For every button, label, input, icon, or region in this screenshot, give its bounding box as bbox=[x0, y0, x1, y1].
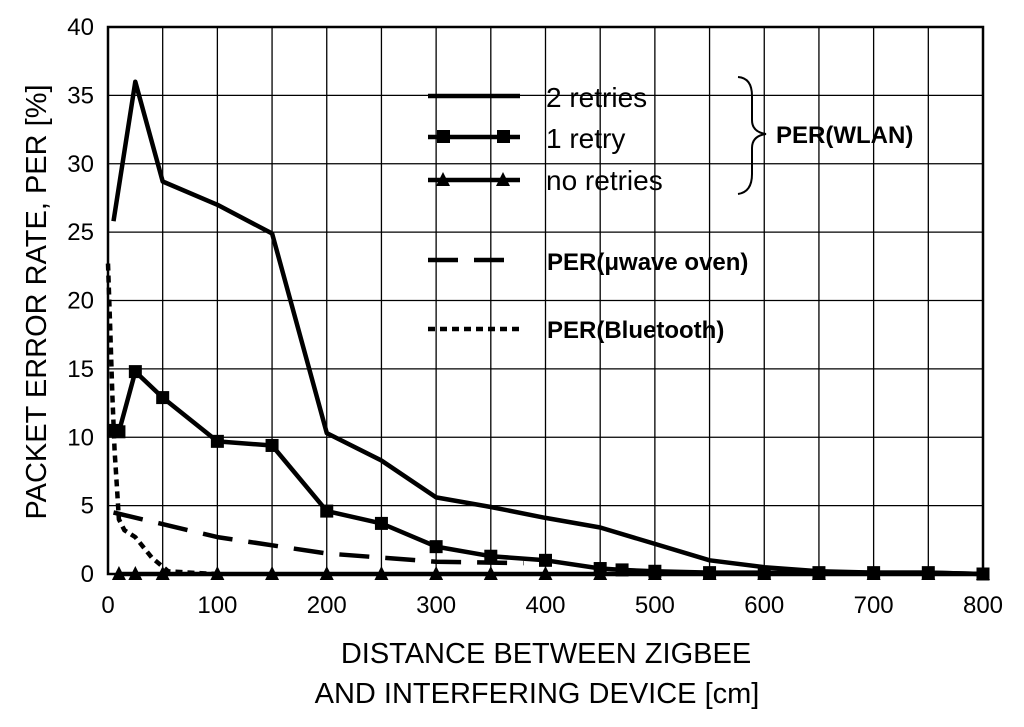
point-1-retry bbox=[320, 504, 334, 518]
x-axis-label-line2: AND INTERFERING DEVICE [cm] bbox=[315, 678, 760, 710]
y-tick-label: 35 bbox=[67, 82, 94, 109]
x-tick-label: 200 bbox=[307, 592, 347, 619]
point-1-retry bbox=[539, 553, 552, 567]
x-tick-label: 400 bbox=[525, 592, 565, 619]
legend: 2 retries 1 retry no retries PER(WLAN) P… bbox=[428, 76, 913, 344]
series-line-per-bluetooth bbox=[105, 263, 218, 577]
x-tick-label: 600 bbox=[744, 592, 784, 619]
legend-marker-1-retry-b bbox=[497, 130, 510, 143]
y-tick-label: 20 bbox=[67, 288, 94, 315]
legend-label-microwave-oven: PER(μwave oven) bbox=[547, 249, 748, 276]
point-1-retry bbox=[484, 549, 498, 563]
point-1-retry bbox=[429, 540, 443, 554]
y-axis-label: PACKET ERROR RATE, PER [%] bbox=[21, 84, 53, 519]
point-1-retry bbox=[128, 365, 142, 379]
legend-marker-no-retries-a bbox=[436, 172, 450, 186]
x-tick-label: 800 bbox=[963, 592, 1003, 619]
y-tick-label: 15 bbox=[67, 356, 94, 383]
x-axis-label-line1: DISTANCE BETWEEN ZIGBEE bbox=[341, 638, 751, 670]
legend-group-label: PER(WLAN) bbox=[776, 122, 913, 149]
y-tick-label: 10 bbox=[67, 424, 94, 451]
y-tick-label: 25 bbox=[67, 219, 94, 246]
legend-brace bbox=[737, 76, 767, 195]
x-tick-label: 0 bbox=[101, 592, 114, 619]
legend-label-2-retries: 2 retries bbox=[546, 82, 647, 113]
point-1-retry bbox=[210, 434, 224, 448]
y-tick-label: 40 bbox=[67, 14, 94, 41]
legend-marker-no-retries-b bbox=[496, 172, 510, 186]
y-tick-label: 5 bbox=[81, 493, 94, 520]
legend-label-bluetooth: PER(Bluetooth) bbox=[547, 317, 724, 344]
y-tick-label: 30 bbox=[67, 151, 94, 178]
x-tick-label: 100 bbox=[197, 592, 237, 619]
series-line-1-retry bbox=[112, 369, 984, 577]
plot-frame bbox=[106, 25, 985, 576]
series-line-per-wave-oven bbox=[112, 510, 524, 566]
point-1-retry bbox=[265, 438, 279, 452]
legend-label-1-retry: 1 retry bbox=[546, 123, 625, 154]
x-tick-label: 500 bbox=[635, 592, 675, 619]
point-1-retry bbox=[156, 391, 170, 405]
grid bbox=[108, 27, 983, 574]
tick-labels: 0 100 200 300 400 500 600 700 800 0 5 10 15 20 25 30 35 4… bbox=[67, 14, 1003, 619]
legend-label-no-retries: no retries bbox=[546, 165, 663, 196]
x-tick-label: 300 bbox=[416, 592, 456, 619]
point-1-retry bbox=[374, 516, 388, 530]
x-tick-label: 700 bbox=[854, 592, 894, 619]
y-tick-label: 0 bbox=[81, 561, 94, 588]
legend-marker-1-retry-a bbox=[437, 130, 450, 143]
